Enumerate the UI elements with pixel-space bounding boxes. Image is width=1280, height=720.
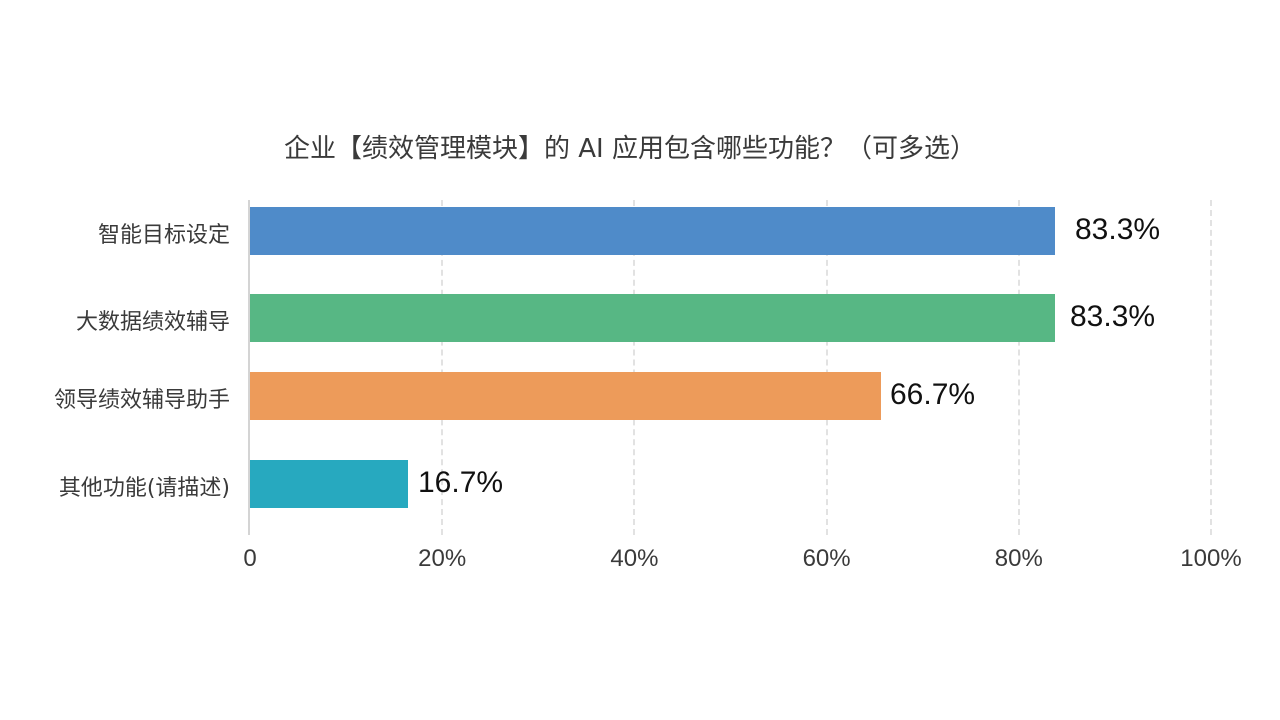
category-label: 领导绩效辅导助手	[53, 388, 230, 413]
bar	[250, 207, 1055, 255]
bar	[250, 372, 881, 420]
bar	[250, 294, 1055, 342]
x-tick-label: 20%	[418, 545, 467, 572]
gridline	[1210, 200, 1212, 535]
value-label: 16.7%	[418, 466, 504, 499]
chart-title: 企业【绩效管理模块】的 AI 应用包含哪些功能？（可多选）	[284, 134, 976, 164]
x-tick-label: 80%	[994, 545, 1043, 572]
gridline	[1017, 200, 1020, 535]
x-tick-label: 40%	[610, 545, 659, 572]
value-label: 83.3%	[1070, 300, 1156, 333]
y-axis-line	[248, 200, 250, 535]
value-label: 83.3%	[1075, 213, 1161, 246]
category-label: 其他功能(请描述)	[58, 476, 230, 501]
gridline	[633, 200, 636, 535]
x-tick-label: 60%	[802, 545, 851, 572]
category-label: 智能目标设定	[97, 223, 230, 248]
x-tick-label: 0	[243, 545, 257, 572]
x-tick-label: 100%	[1180, 545, 1242, 572]
plot-area: 83.3% 83.3% 66.7% 16.7%	[248, 200, 1212, 535]
gridline	[441, 200, 444, 535]
gridline	[825, 200, 828, 535]
category-label: 大数据绩效辅导	[75, 310, 230, 335]
bar	[250, 460, 408, 508]
value-label: 66.7%	[890, 378, 976, 411]
